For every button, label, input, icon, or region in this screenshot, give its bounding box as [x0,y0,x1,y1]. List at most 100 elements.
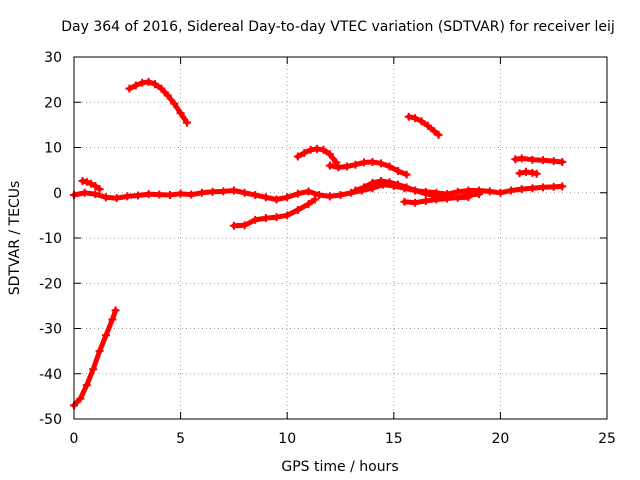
data-point [394,167,403,176]
data-point [240,221,249,230]
data-point [558,182,567,191]
y-tick-label: 30 [44,50,62,66]
series-line [126,79,190,126]
data-point [101,193,110,202]
x-axis-label: GPS time / hours [281,459,398,475]
data-point [475,190,484,199]
data-point [151,80,160,89]
y-tick-label: 0 [53,186,62,202]
data-point [325,150,334,159]
data-point [251,191,260,200]
data-point [421,196,430,205]
series-arc-12 [515,167,541,178]
data-point [528,184,537,193]
series-arc-1 [70,306,120,410]
data-point [453,193,462,202]
y-tick-label: -40 [39,367,62,383]
data-point [434,130,443,139]
data-point [325,161,334,170]
data-point [293,205,302,214]
series-arc-6 [293,144,341,167]
series-arc-10 [400,190,484,207]
data-point [95,347,104,356]
data-point [304,200,313,209]
data-series [70,77,567,410]
data-point [411,114,420,123]
data-point [131,81,140,90]
series-arc-8 [404,112,443,139]
data-point [430,127,439,136]
series-arc-5 [229,195,319,230]
x-tick-label: 5 [176,431,185,447]
y-tick-label: 10 [44,141,62,157]
data-point [251,215,260,224]
data-point [111,306,120,315]
data-point [91,181,100,190]
data-point [517,185,526,194]
data-point [359,183,368,192]
data-point [528,155,537,164]
data-point [351,160,360,169]
data-point [176,109,185,118]
data-point [496,188,505,197]
data-point [208,187,217,196]
data-point [101,331,110,340]
data-point [411,186,420,195]
data-point [421,189,430,198]
data-point [423,121,432,130]
y-tick-label: -10 [39,231,62,247]
data-point [400,197,409,206]
data-point [443,194,452,203]
data-point [80,188,89,197]
data-point [125,84,134,93]
data-point [325,192,334,201]
data-point [377,159,386,168]
data-point [402,183,411,192]
data-point [144,190,153,199]
data-point [342,162,351,171]
data-point [310,195,319,204]
series-arc-7 [325,157,411,179]
data-point [182,118,191,127]
data-point [539,156,548,165]
data-point [82,381,91,390]
data-point [411,198,420,207]
data-point [123,192,132,201]
data-point [187,190,196,199]
data-point [334,163,343,172]
data-point [229,186,238,195]
data-point [144,77,153,86]
data-point [485,187,494,196]
data-point [464,191,473,200]
axis-ticks: 0 5 10 15 20 25 -50 -40 -30 -20 -10 0 10 20 30 [39,50,616,447]
series-line [71,307,119,408]
chart-title: Day 364 of 2016, Sidereal Day-to-day VTE… [61,19,615,35]
data-point [417,117,426,126]
data-point [532,169,541,178]
data-point [76,394,85,403]
y-tick-label: -50 [39,412,62,428]
data-point [385,178,394,187]
data-point [165,191,174,200]
data-point [229,221,238,230]
data-point [82,177,91,186]
data-point [170,99,179,108]
grid [74,57,607,419]
x-tick-label: 25 [598,431,616,447]
y-tick-label: -20 [39,276,62,292]
data-point [402,170,411,179]
data-point [197,188,206,197]
data-point [539,183,548,192]
data-point [293,152,302,161]
series-arc-11 [511,154,567,166]
data-point [219,187,228,196]
data-point [385,162,394,171]
data-point [272,213,281,222]
data-point [133,191,142,200]
data-point [404,112,413,121]
y-tick-label: 20 [44,95,62,111]
data-point [558,157,567,166]
data-point [91,190,100,199]
data-point [300,148,309,157]
data-point [87,179,96,188]
